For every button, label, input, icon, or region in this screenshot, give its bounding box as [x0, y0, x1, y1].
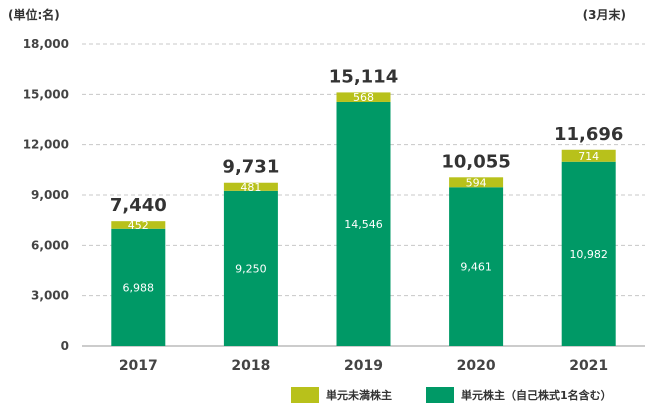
bar-segment-main-shareholders — [336, 101, 391, 347]
y-tick-label: 15,000 — [23, 87, 69, 101]
period-label: (3月末) — [582, 8, 626, 22]
bar-segment-main-shareholders — [561, 161, 616, 346]
bar-value-label: 714 — [578, 150, 599, 163]
bar-value-label: 9,250 — [235, 262, 267, 275]
y-tick-label: 12,000 — [23, 138, 69, 152]
bar-segment-odd-lot-shareholders — [223, 182, 278, 191]
bar-value-label: 6,988 — [123, 281, 155, 294]
bar-value-label: 452 — [128, 219, 149, 232]
bar-value-label: 594 — [466, 176, 487, 189]
y-tick-label: 3,000 — [31, 289, 69, 303]
bar-value-label: 481 — [240, 181, 261, 194]
bar-segment-main-shareholders — [449, 187, 504, 346]
bar-value-label: 10,982 — [569, 248, 608, 261]
bar-segment-odd-lot-shareholders — [449, 177, 504, 188]
x-category-label: 2019 — [344, 358, 383, 374]
bar-value-label: 568 — [353, 91, 374, 104]
x-category-label: 2018 — [231, 358, 270, 374]
x-category-label: 2020 — [457, 358, 496, 374]
bar-value-label: 14,546 — [344, 218, 383, 231]
bar-total-label: 9,731 — [222, 157, 279, 178]
y-tick-label: 9,000 — [31, 188, 69, 202]
y-tick-label: 18,000 — [23, 37, 69, 51]
legend-item-main-swatch — [426, 387, 454, 403]
bar-segment-odd-lot-shareholders — [336, 92, 391, 102]
bar-total-label: 10,055 — [441, 151, 510, 172]
x-category-label: 2017 — [119, 358, 158, 374]
bar-total-label: 7,440 — [110, 195, 167, 216]
bar-total-label: 11,696 — [554, 124, 623, 145]
bar-segment-odd-lot-shareholders — [111, 221, 166, 229]
unit-label: (単位:名) — [8, 8, 60, 22]
legend-item-main-label: 単元株主（自己株式1名含む） — [461, 388, 612, 402]
bar-value-label: 9,461 — [460, 261, 492, 274]
legend-item-odd-lot-label: 単元未満株主 — [326, 388, 392, 402]
legend-item-odd-lot-swatch — [291, 387, 319, 403]
bar-total-label: 15,114 — [329, 66, 398, 87]
y-tick-label: 6,000 — [31, 238, 69, 252]
x-category-label: 2021 — [569, 358, 608, 374]
bar-segment-main-shareholders — [111, 228, 166, 346]
bar-segment-odd-lot-shareholders — [561, 149, 616, 162]
bar-segment-main-shareholders — [223, 190, 278, 346]
y-tick-label: 0 — [61, 339, 69, 353]
